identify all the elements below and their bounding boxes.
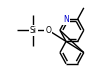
Text: O: O: [45, 26, 51, 35]
Text: Si: Si: [30, 26, 37, 35]
Text: N: N: [63, 15, 69, 24]
